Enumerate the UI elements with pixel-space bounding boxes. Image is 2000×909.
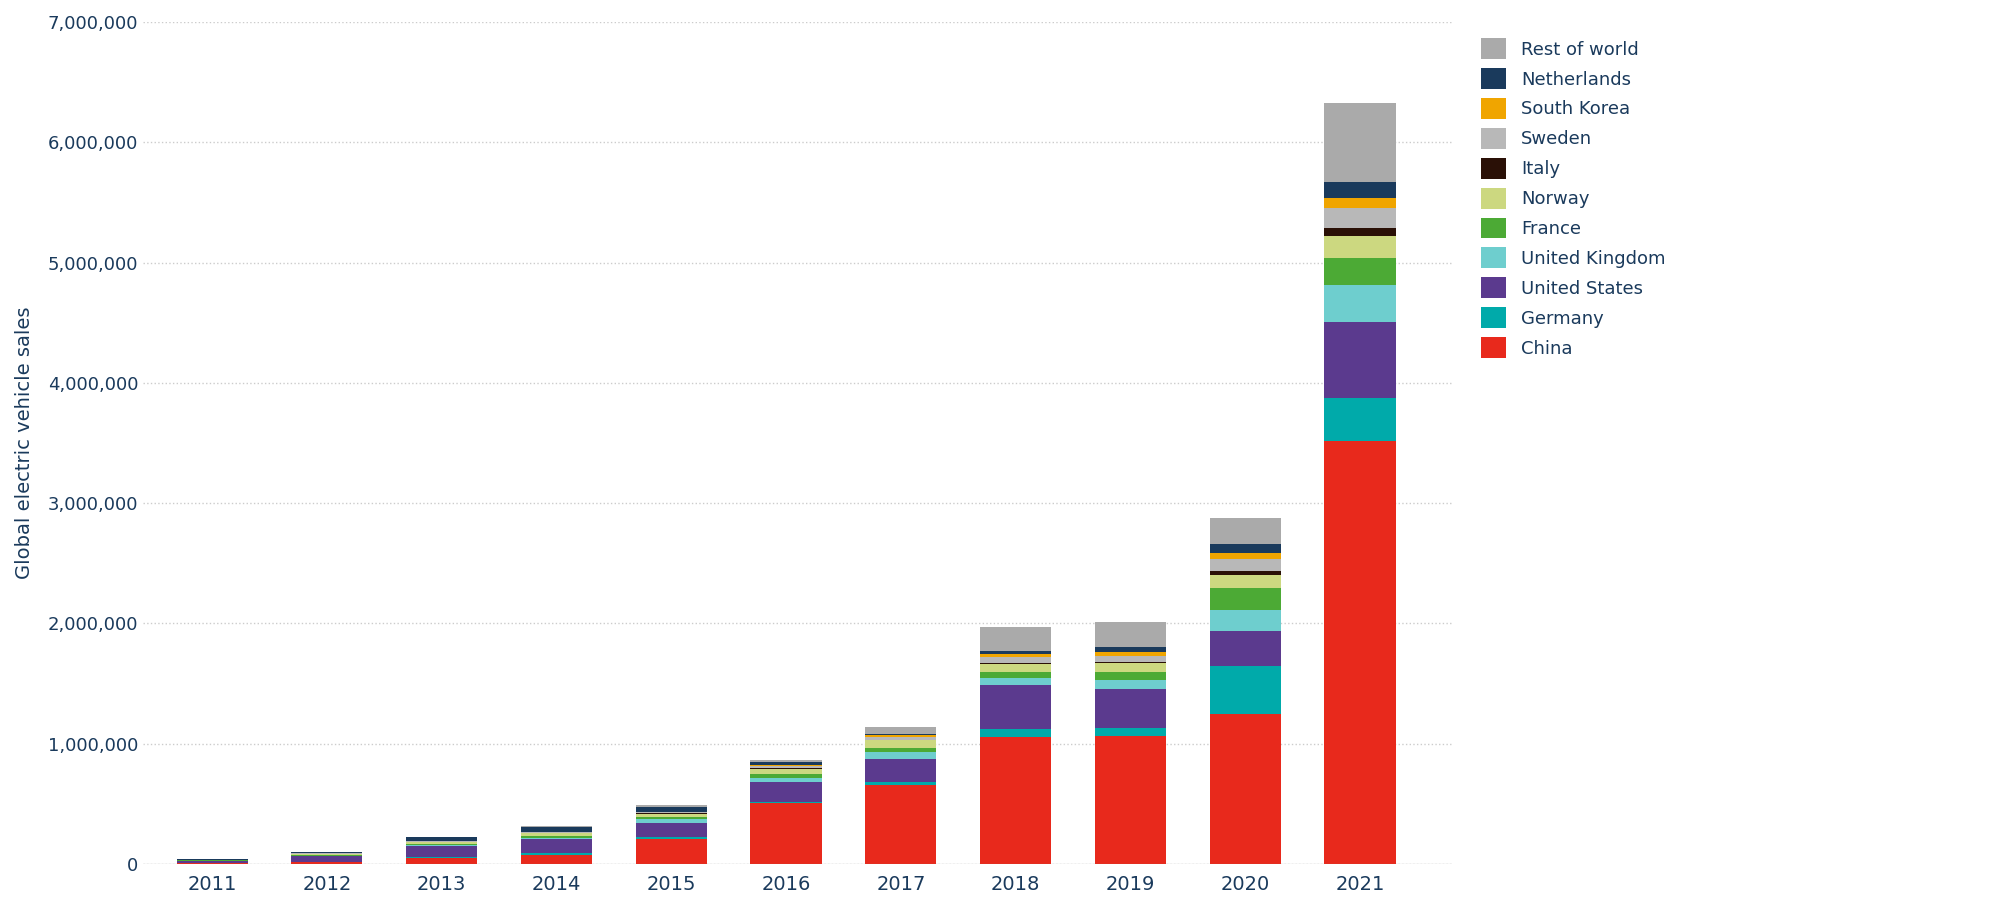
Bar	[750, 802, 822, 803]
Bar	[866, 783, 936, 785]
Bar	[406, 858, 478, 864]
Bar	[1210, 631, 1280, 666]
Bar	[750, 762, 822, 765]
Bar	[1094, 647, 1166, 653]
Bar	[980, 663, 1052, 664]
Bar	[750, 783, 822, 802]
Bar	[636, 819, 706, 823]
Bar	[1210, 666, 1280, 714]
Bar	[1210, 571, 1280, 574]
Bar	[406, 845, 478, 857]
Bar	[750, 765, 822, 766]
Bar	[980, 678, 1052, 685]
Bar	[866, 759, 936, 783]
Bar	[1324, 322, 1396, 398]
Bar	[406, 837, 478, 841]
Bar	[750, 768, 822, 774]
Bar	[980, 664, 1052, 673]
Bar	[1094, 680, 1166, 689]
Bar	[980, 626, 1052, 651]
Bar	[750, 803, 822, 864]
Bar	[1324, 441, 1396, 864]
Bar	[520, 834, 592, 836]
Bar	[1324, 183, 1396, 198]
Bar	[520, 839, 592, 854]
Bar	[1324, 198, 1396, 207]
Bar	[292, 855, 362, 862]
Bar	[980, 673, 1052, 678]
Bar	[980, 685, 1052, 729]
Y-axis label: Global electric vehicle sales: Global electric vehicle sales	[16, 306, 34, 579]
Bar	[520, 838, 592, 839]
Bar	[1324, 398, 1396, 441]
Bar	[1210, 714, 1280, 864]
Bar	[1210, 610, 1280, 631]
Bar	[292, 853, 362, 854]
Bar	[866, 748, 936, 753]
Bar	[1094, 662, 1166, 663]
Bar	[1210, 554, 1280, 559]
Legend: Rest of world, Netherlands, South Korea, Sweden, Italy, Norway, France, United K: Rest of world, Netherlands, South Korea,…	[1474, 31, 1672, 365]
Bar	[520, 827, 592, 832]
Bar	[750, 760, 822, 762]
Bar	[866, 734, 936, 735]
Bar	[176, 861, 248, 863]
Bar	[750, 774, 822, 778]
Bar	[1324, 257, 1396, 285]
Bar	[980, 729, 1052, 737]
Bar	[636, 806, 706, 812]
Bar	[1324, 228, 1396, 236]
Bar	[866, 741, 936, 748]
Bar	[636, 836, 706, 839]
Bar	[636, 823, 706, 836]
Bar	[866, 753, 936, 759]
Bar	[750, 778, 822, 783]
Bar	[1324, 103, 1396, 183]
Bar	[1094, 663, 1166, 673]
Bar	[636, 839, 706, 864]
Bar	[636, 813, 706, 814]
Bar	[1094, 622, 1166, 647]
Bar	[750, 766, 822, 768]
Bar	[1210, 518, 1280, 544]
Bar	[1324, 285, 1396, 322]
Bar	[980, 654, 1052, 657]
Bar	[1324, 207, 1396, 228]
Bar	[1210, 544, 1280, 554]
Bar	[406, 842, 478, 844]
Bar	[980, 657, 1052, 663]
Bar	[520, 836, 592, 838]
Bar	[866, 785, 936, 864]
Bar	[636, 816, 706, 819]
Bar	[520, 854, 592, 864]
Bar	[1210, 587, 1280, 610]
Bar	[1210, 574, 1280, 587]
Bar	[1094, 728, 1166, 735]
Bar	[980, 651, 1052, 654]
Bar	[866, 726, 936, 734]
Bar	[1094, 653, 1166, 656]
Bar	[1094, 656, 1166, 662]
Bar	[292, 863, 362, 864]
Bar	[1094, 735, 1166, 864]
Bar	[1324, 236, 1396, 257]
Bar	[1210, 559, 1280, 571]
Bar	[636, 805, 706, 806]
Bar	[866, 736, 936, 740]
Bar	[980, 737, 1052, 864]
Bar	[636, 814, 706, 816]
Bar	[1094, 673, 1166, 680]
Bar	[866, 735, 936, 736]
Bar	[1094, 689, 1166, 728]
Bar	[406, 844, 478, 845]
